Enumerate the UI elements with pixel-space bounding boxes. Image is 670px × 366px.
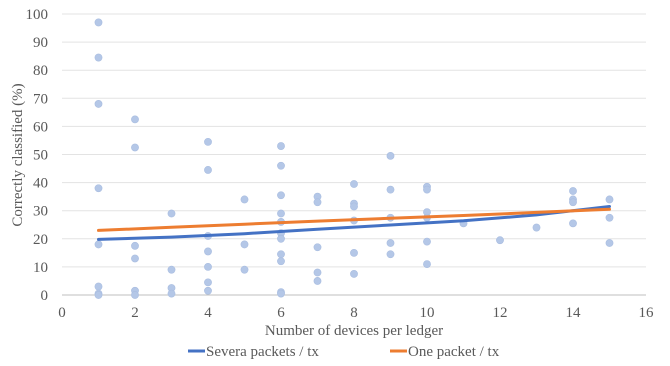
data-point [277,142,285,150]
data-point [94,291,103,299]
data-point [131,143,139,152]
data-point [167,265,176,274]
data-point [131,291,139,299]
y-tick-label: 40 [33,176,48,192]
data-point [277,209,285,218]
data-point [386,152,395,160]
x-tick-label: 12 [493,305,508,321]
data-point [313,268,322,277]
data-point [204,278,212,287]
data-point [423,237,431,246]
data-point [605,239,614,247]
data-point [204,166,212,174]
data-point [386,185,395,194]
data-point [240,265,249,274]
scatter-points [94,18,614,299]
data-point [131,254,139,263]
x-tick-label: 10 [420,305,435,321]
y-tick-labels: 0 10 20 30 40 50 60 70 80 90 100 [26,7,49,304]
data-point [605,213,614,222]
data-point [350,270,358,278]
data-point [569,187,577,195]
legend: Severa packets / tx One packet / tx [188,344,500,360]
data-point [94,240,103,249]
data-point [94,18,103,27]
x-tick-label: 0 [58,305,66,321]
y-tick-label: 20 [33,232,48,248]
data-point [94,184,103,193]
data-point [277,257,285,266]
data-point [277,289,285,298]
data-point [350,180,358,188]
data-point [240,240,249,249]
y-tick-label: 100 [26,7,49,23]
data-point [350,202,358,211]
x-tick-labels: 0 2 4 6 8 10 12 14 16 [58,305,654,321]
x-axis-label: Number of devices per ledger [265,323,443,339]
y-axis-label: Correctly classified (%) [10,83,26,226]
data-point [277,191,285,200]
data-point [386,250,395,259]
data-point [313,243,322,252]
data-point [204,286,212,295]
x-tick-label: 2 [131,305,139,321]
data-point [131,241,139,250]
x-tick-label: 16 [639,305,655,321]
data-point [569,219,577,228]
y-tick-label: 80 [33,63,48,79]
data-point [313,277,322,285]
data-point [423,185,431,194]
y-tick-label: 30 [33,204,48,220]
data-point [350,248,358,257]
data-point [386,239,395,247]
data-point [240,195,249,204]
data-point [204,262,212,271]
y-tick-label: 70 [33,91,48,107]
data-point [94,100,103,108]
legend-label: Severa packets / tx [206,344,319,360]
y-tick-label: 90 [33,35,48,51]
y-tick-label: 50 [33,148,48,164]
data-point [313,198,322,207]
data-point [204,247,212,256]
trendline-1 [97,205,611,241]
data-point [167,209,176,218]
data-point [277,250,285,259]
data-point [167,289,176,298]
data-point [423,260,431,268]
data-point [277,161,285,170]
x-tick-label: 8 [350,305,358,321]
data-point [605,195,614,204]
legend-label: One packet / tx [408,344,500,360]
x-tick-label: 14 [566,305,582,321]
data-point [204,137,212,146]
data-point [277,234,285,243]
x-tick-label: 6 [277,305,285,321]
data-point [496,236,504,245]
y-tick-label: 0 [41,288,49,304]
data-point [94,282,103,291]
data-point [131,115,139,124]
x-tick-label: 4 [204,305,212,321]
trendlines [97,205,611,241]
y-tick-label: 60 [33,119,48,135]
data-point [94,53,103,62]
trendline-2 [97,207,611,232]
data-point [569,198,577,207]
y-tick-label: 10 [33,260,48,276]
data-point [532,223,541,232]
